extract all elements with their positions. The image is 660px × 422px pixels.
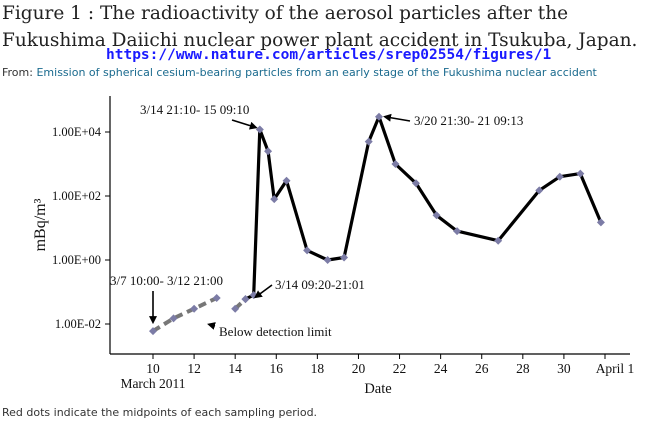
data-point [169,314,178,323]
data-point [323,256,332,264]
data-point [190,304,199,313]
x-tick-label: 16 [270,361,284,376]
x-tick-label: 24 [434,361,448,376]
figure-url[interactable]: https://www.nature.com/articles/srep0255… [106,47,552,63]
data-point [270,195,279,204]
annotation-label: 3/7 10:00- 3/12 21:00 [110,273,223,288]
figure-caption: Red dots indicate the midpoints of each … [2,406,318,419]
x-tick-label: 30 [557,361,571,376]
annotation-label: 3/14 21:10- 15 09:10 [140,102,249,117]
x-tick-label: 10 [146,361,160,376]
data-point [303,246,312,255]
data-point [241,295,250,304]
x-tick-label: 14 [228,361,242,376]
data-point [391,160,400,168]
data-point [535,186,544,195]
source-line: From: Emission of spherical cesium-beari… [2,66,597,79]
annotation-label: Below detection limit [219,324,332,339]
data-point [255,125,264,134]
data-point [264,147,273,156]
data-point [432,211,441,220]
data-point [494,236,503,245]
y-tick-label: 1.00E+02 [52,189,101,203]
x-tick-label: 12 [187,361,201,376]
x-axis-label: Date [364,381,391,397]
annotation-arrow [207,322,216,330]
data-point [149,327,157,336]
data-point [364,137,373,146]
data-point [282,176,291,185]
y-tick-label: 1.00E+00 [52,253,101,267]
x-origin-label: March 2011 [120,376,185,391]
data-point [340,253,349,262]
data-point [555,172,564,181]
x-tick-label: 20 [352,361,366,376]
annotation-label: 3/14 09:20-21:01 [275,277,365,292]
source-article-link[interactable]: Emission of spherical cesium-bearing par… [36,66,597,79]
source-label: From: [2,66,33,79]
x-tick-label: 28 [516,361,530,376]
series-line-dashed [151,296,218,333]
annotation-arrow [231,119,258,130]
y-axis-label: mBq/m³ [32,198,49,251]
y-tick-label: 1.00E-02 [55,317,101,331]
data-point [411,179,420,188]
x-tick-label: 18 [311,361,325,376]
annotation-arrow [253,284,273,299]
data-point [212,293,221,302]
data-point [596,218,605,227]
data-point [231,304,240,313]
annotation-label: 3/20 21:30- 21 09:13 [414,113,523,128]
y-tick-label: 1.00E+04 [52,125,102,139]
x-tick-label: 26 [475,361,489,376]
data-point [375,112,383,121]
annotation-arrow [383,113,411,122]
series-line-solid [244,115,603,301]
figure-title: Figure 1 : The radioactivity of the aero… [2,3,638,51]
data-point [453,227,462,236]
data-point [576,169,585,178]
x-tick-label: 22 [393,361,407,376]
x-tick-label: April 1 [596,361,635,376]
